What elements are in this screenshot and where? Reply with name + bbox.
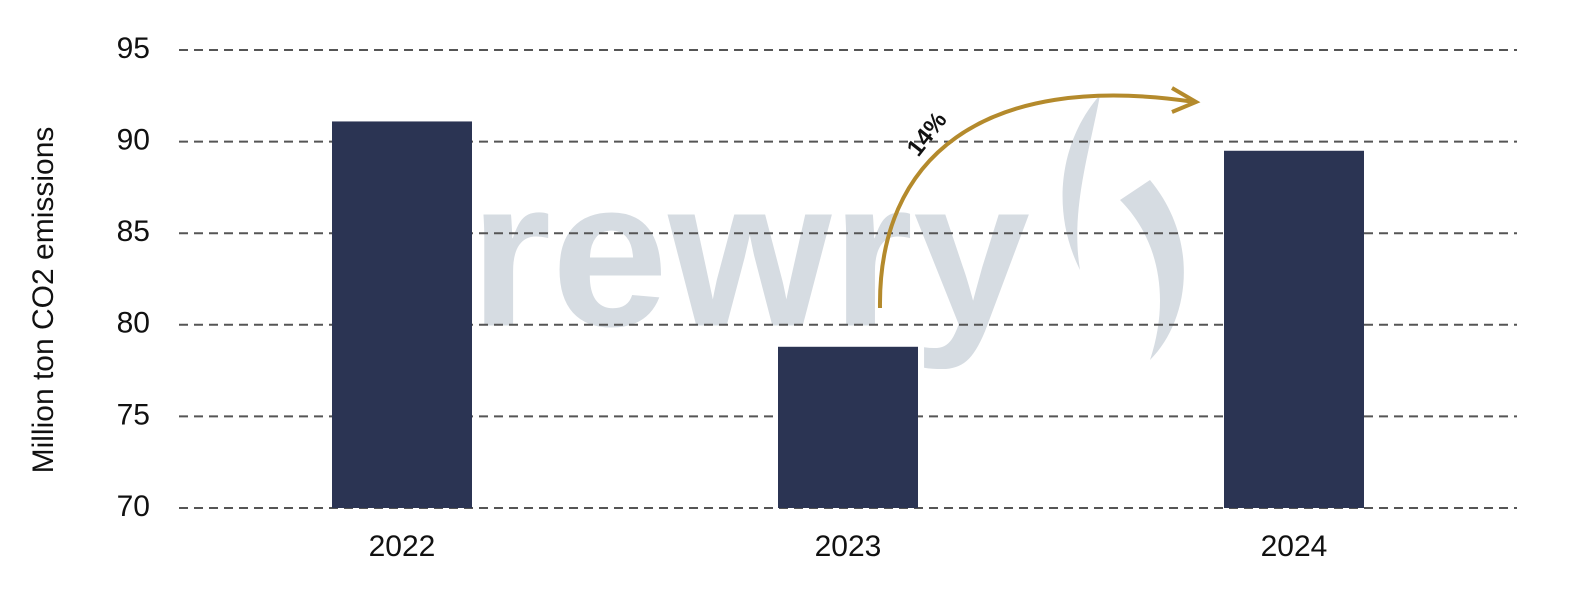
x-tick-label: 2023 bbox=[815, 530, 882, 563]
y-axis-label: Million ton CO2 emissions bbox=[27, 127, 60, 474]
arrow-head bbox=[1170, 86, 1201, 114]
y-tick-label: 80 bbox=[117, 307, 150, 340]
watermark-logo bbox=[1062, 95, 1184, 360]
bars bbox=[332, 121, 1364, 508]
bar bbox=[778, 346, 918, 508]
bar bbox=[1224, 150, 1364, 508]
y-tick-label: 85 bbox=[117, 215, 150, 248]
y-tick-label: 70 bbox=[117, 490, 150, 523]
y-tick-label: 75 bbox=[117, 398, 150, 431]
x-tick-label: 2024 bbox=[1261, 530, 1328, 563]
x-tick-label: 2022 bbox=[369, 530, 436, 563]
bar bbox=[332, 121, 472, 508]
y-tick-label: 95 bbox=[117, 32, 150, 65]
growth-arrow bbox=[877, 93, 1196, 309]
y-tick-label: 90 bbox=[117, 124, 150, 157]
